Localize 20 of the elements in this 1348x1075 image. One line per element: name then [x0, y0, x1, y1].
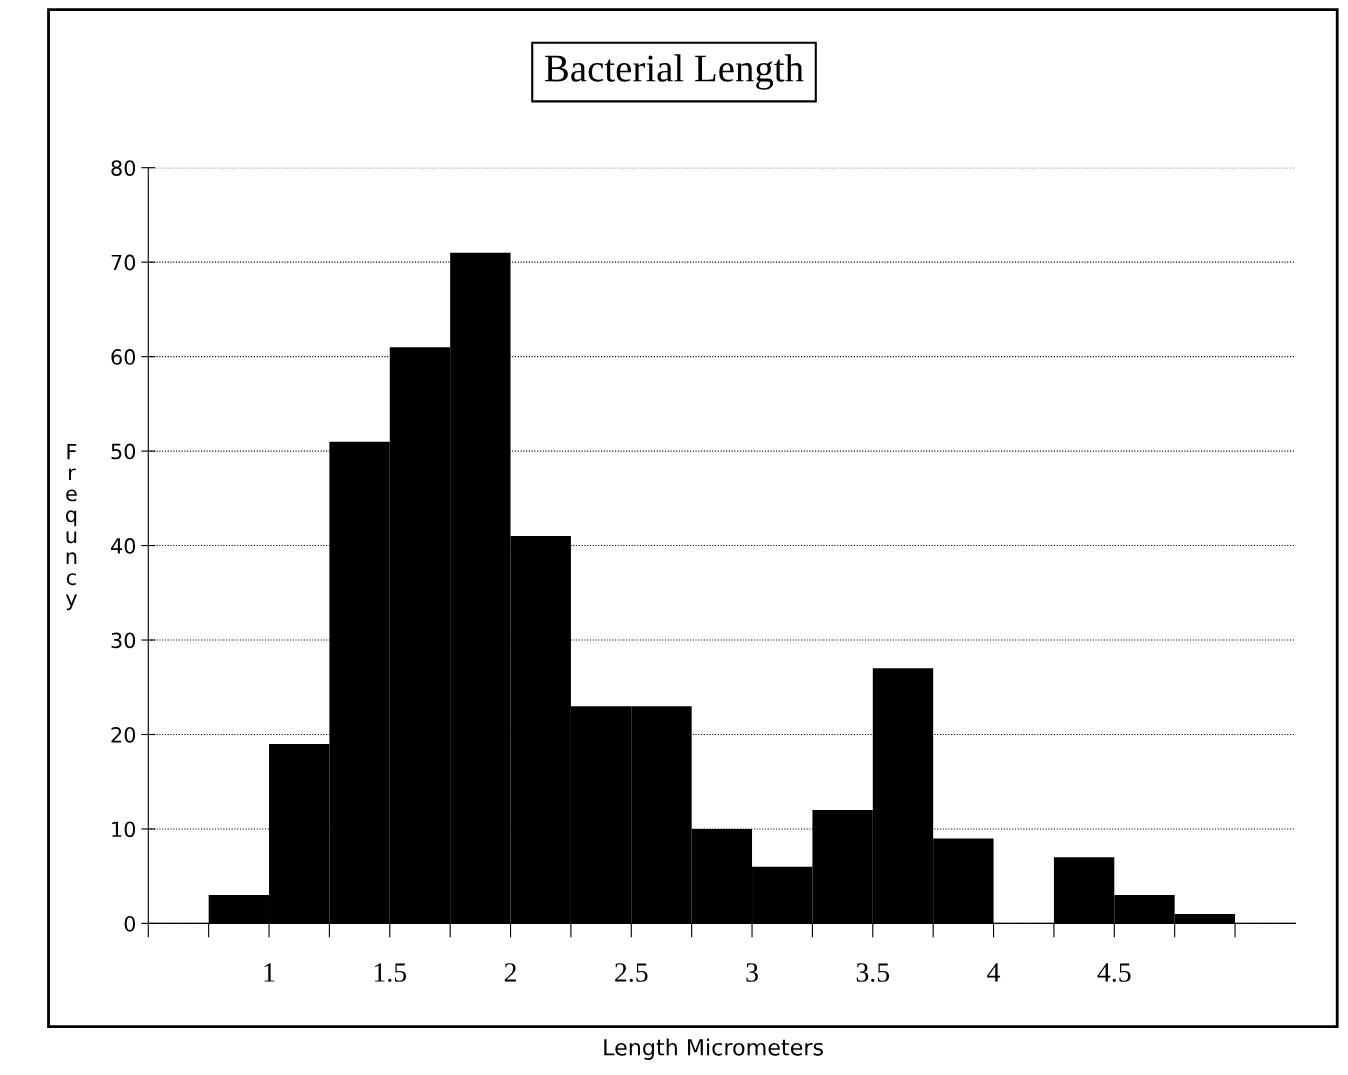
x-tick-label: 4	[987, 963, 1001, 982]
x-tick-label: 1.5	[374, 963, 407, 982]
x-tick-label: 2	[504, 963, 516, 982]
y-axis-title: Frequncy	[65, 443, 77, 611]
y-tick-label: 50	[111, 443, 136, 460]
chart-title: Bacterial Length	[545, 54, 804, 90]
y-tick-label: 80	[111, 160, 136, 176]
y-tick-label: 20	[111, 726, 136, 743]
y-tick-label: 0	[124, 915, 136, 932]
y-tick-label: 10	[112, 821, 136, 838]
y-tick-label: 60	[111, 349, 136, 365]
x-tick-label: 3	[746, 963, 758, 982]
y-tick-label: 30	[111, 632, 136, 649]
x-axis-title: Length Micrometers	[604, 1038, 823, 1060]
x-tick-label: 2.5	[615, 963, 648, 982]
x-tick-label: 3.5	[856, 963, 890, 982]
y-tick-label: 70	[111, 254, 136, 271]
x-tick-label: 1	[264, 963, 275, 982]
x-tick-label: 4.5	[1097, 963, 1131, 982]
y-tick-label: 40	[110, 538, 136, 554]
